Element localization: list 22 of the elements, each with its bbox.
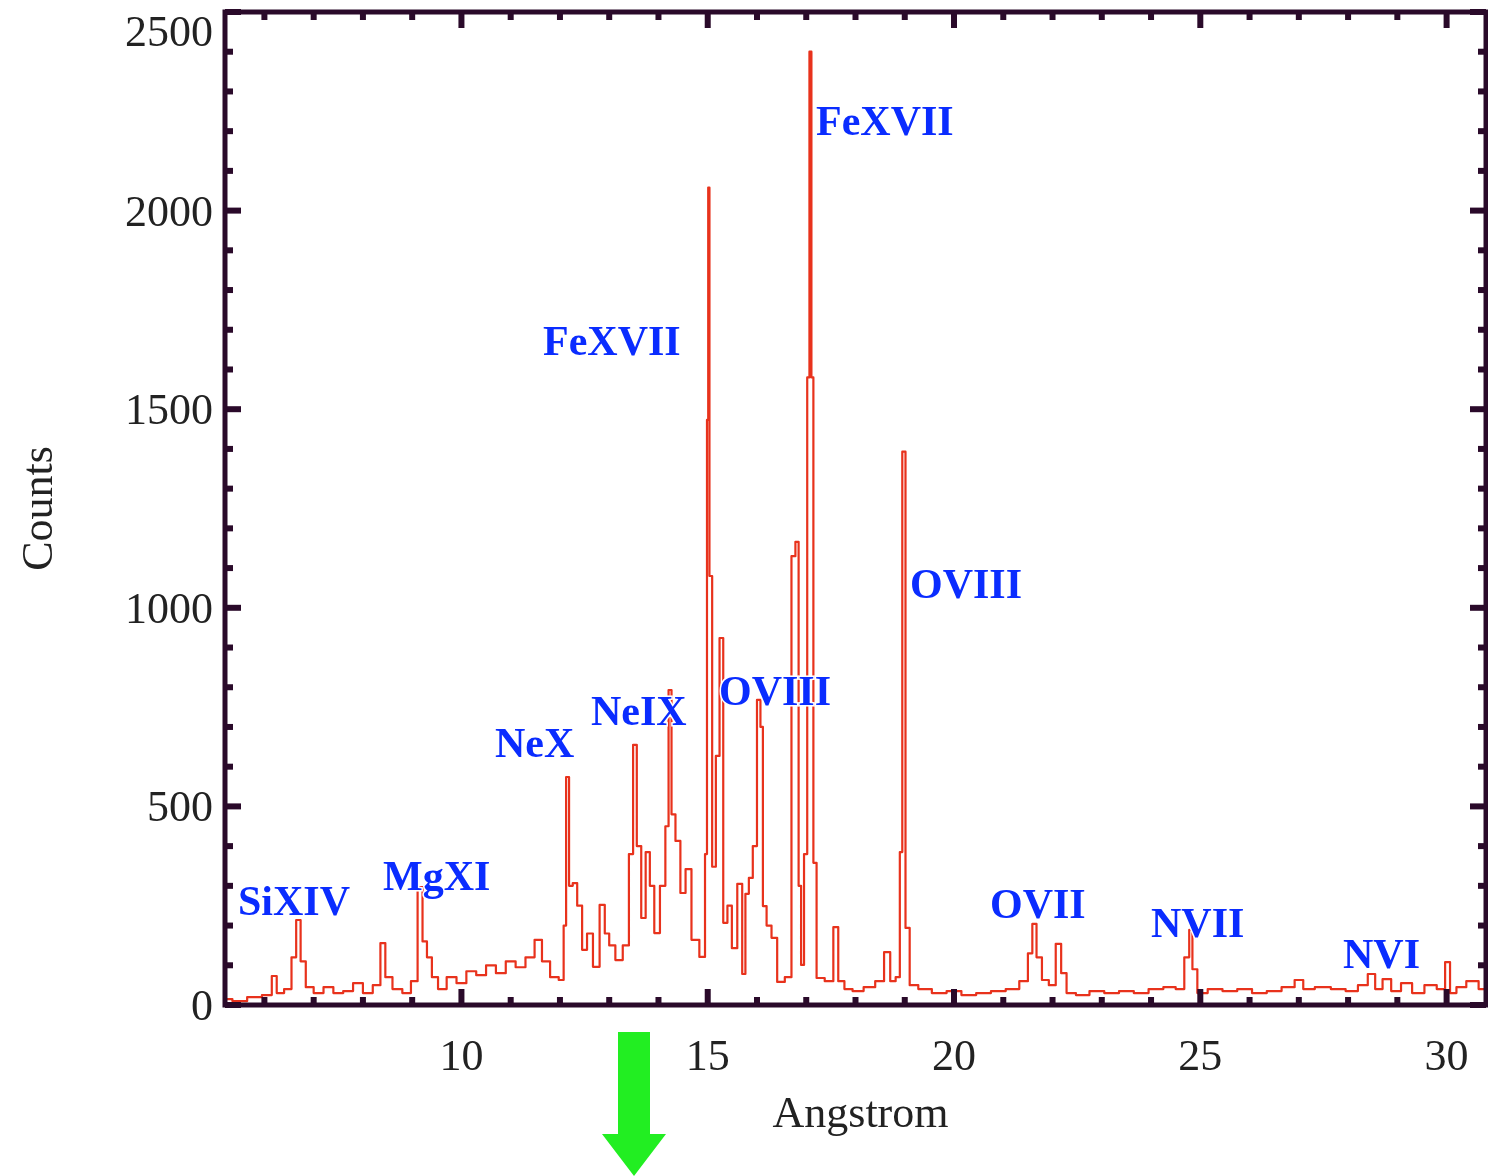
- annotation: NVII: [1151, 900, 1245, 946]
- y-axis-title: Counts: [13, 446, 62, 571]
- x-tick-label: 30: [1424, 1031, 1469, 1080]
- y-tick-label: 0: [191, 981, 213, 1030]
- y-tick-label: 2000: [125, 186, 213, 236]
- y-tick-label: 2500: [125, 7, 213, 56]
- annotation: SiXIV: [238, 878, 351, 924]
- y-tick-label: 1500: [125, 385, 213, 435]
- annotation: FeXVII: [816, 98, 954, 144]
- annotation: NVI: [1343, 931, 1421, 977]
- annotation: OVIII: [910, 561, 1023, 607]
- annotation: NeX: [495, 720, 575, 766]
- x-tick-label: 25: [1178, 1031, 1223, 1080]
- annotation: OVII: [990, 881, 1086, 927]
- x-axis-title: Angstrom: [772, 1088, 949, 1137]
- y-tick-label: 500: [147, 782, 213, 832]
- x-tick-label: 10: [439, 1031, 484, 1080]
- x-tick-label: 15: [685, 1031, 730, 1080]
- x-tick-label: 20: [932, 1031, 977, 1080]
- annotation: MgXI: [383, 853, 491, 899]
- annotation: FeXVII: [543, 318, 681, 364]
- y-tick-label: 1000: [125, 583, 213, 633]
